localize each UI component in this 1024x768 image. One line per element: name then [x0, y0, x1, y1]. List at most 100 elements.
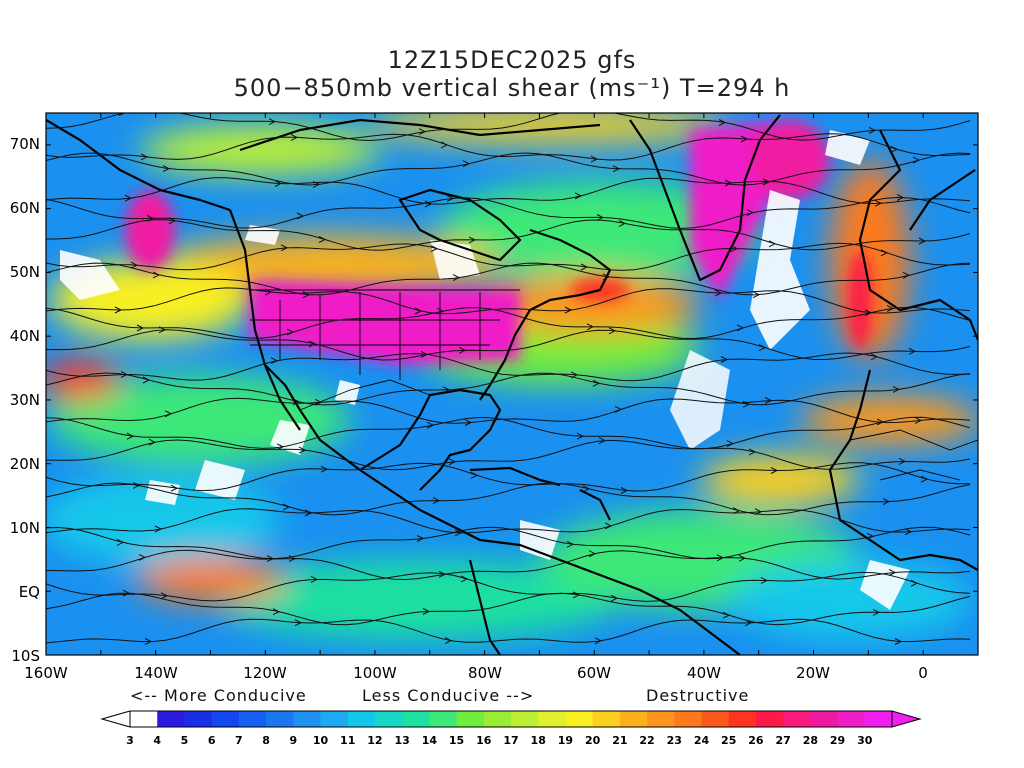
colorbar-cell [456, 711, 485, 727]
wind-streamlines [46, 113, 971, 645]
streamline-arrow-icon [162, 165, 171, 173]
streamline [46, 113, 971, 142]
lon-label: 120W [243, 664, 287, 682]
streamline [46, 152, 971, 186]
streamline-arrow-icon [138, 553, 147, 561]
colorbar: 3 4 5 6 7 8 9 10 11 12 13 14 15 16 17 18 19 20 21 22 23 24 25 2… [100, 710, 922, 747]
streamline-arrow-icon [580, 263, 589, 271]
streamline-arrow-icon [424, 200, 433, 208]
colorbar-cell [538, 711, 566, 727]
colorbar-cell [728, 711, 757, 727]
colorbar-level-label: 17 [503, 734, 518, 747]
chart-title-variable: 500−850mb vertical shear (ms⁻¹) T=294 h [233, 74, 791, 102]
lat-label: 40N [10, 327, 40, 345]
streamline-arrow-icon [894, 638, 903, 645]
streamline-arrow-icon [770, 467, 779, 474]
shear-field [46, 113, 978, 655]
streamline-arrow-icon [872, 608, 881, 616]
streamline-arrow-icon [752, 291, 761, 299]
streamline-arrow-icon [446, 194, 455, 202]
streamline-arrow-icon [144, 638, 153, 645]
streamline-arrow-icon [268, 118, 277, 126]
streamline-arrow-icon [126, 432, 135, 440]
colorbar-cell [511, 711, 539, 727]
streamline-arrow-icon [168, 217, 177, 225]
streamline-arrow-icon [904, 528, 913, 536]
streamline-arrow-icon [422, 608, 431, 615]
lon-label: 0 [918, 664, 928, 682]
colorbar-cell [755, 711, 784, 727]
lat-label: 70N [10, 135, 40, 153]
streamline-arrow-icon [118, 113, 126, 116]
streamline-arrow-icon [912, 156, 921, 164]
streamline-arrow-icon [124, 194, 133, 202]
lon-label: 40W [687, 664, 721, 682]
colorbar-level-label: 19 [558, 734, 573, 747]
streamline-arrow-icon [740, 135, 749, 143]
streamline-arrow-icon [304, 509, 313, 517]
streamline-arrow-icon [754, 508, 763, 516]
streamline-arrow-icon [572, 591, 581, 599]
streamline [46, 219, 971, 251]
streamline-arrow-icon [748, 448, 757, 456]
streamline-arrow-icon [896, 194, 905, 201]
streamline-arrow-icon [154, 525, 163, 533]
streamline-arrow-icon [458, 346, 467, 354]
map-frame [45, 112, 979, 656]
colorbar-cell [701, 711, 730, 727]
streamline-arrow-icon [596, 214, 605, 221]
colorbar-level-label: 29 [830, 734, 845, 747]
colorbar-level-label: 18 [531, 734, 546, 747]
political-boundaries [250, 289, 978, 481]
streamline-arrow-icon [714, 289, 723, 297]
colorbar-cell [238, 711, 267, 727]
streamline-arrow-icon [152, 271, 161, 279]
streamline-arrow-icon [274, 180, 283, 187]
colorbar-level-label: 9 [289, 734, 297, 747]
streamline [46, 177, 971, 205]
streamline-arrow-icon [290, 133, 299, 141]
colorbar-level-label: 30 [857, 734, 873, 747]
streamline-arrow-icon [420, 350, 429, 358]
streamline-arrow-icon [764, 397, 773, 404]
streamline-arrow-icon [282, 503, 291, 511]
colorbar-level-label: 23 [667, 734, 682, 747]
streamline [46, 526, 971, 560]
streamline [46, 508, 971, 534]
streamline-arrow-icon [758, 344, 767, 352]
streamline-arrow-icon [576, 432, 585, 440]
streamline-arrow-icon [130, 261, 139, 269]
colorbar-level-label: 8 [262, 734, 270, 747]
streamline [46, 416, 971, 450]
colorbar-cell [837, 711, 866, 727]
streamline-arrow-icon [296, 212, 305, 220]
streamline-arrow-icon [760, 577, 769, 584]
colorbar-level-label: 13 [394, 734, 409, 747]
colorbar-cell [347, 711, 376, 727]
colorbar-cells [130, 711, 893, 727]
streamline [46, 262, 971, 296]
latitude-axis-labels: 70N 60N 50N 40N 30N 20N 10N EQ 10S [10, 135, 40, 665]
lon-label: 80W [468, 664, 502, 682]
streamline-arrow-icon [264, 288, 273, 296]
streamline-arrow-icon [768, 240, 777, 248]
streamline [46, 439, 971, 471]
streamline-arrow-icon [892, 385, 901, 393]
streamline-arrow-icon [890, 145, 899, 153]
colorbar-level-label: 12 [367, 734, 382, 747]
colorbar-level-label: 16 [476, 734, 492, 747]
streamline-arrow-icon [602, 273, 611, 281]
lon-label: 140W [134, 664, 178, 682]
streamline-arrow-icon [720, 356, 729, 363]
streamline-arrow-icon [726, 440, 735, 448]
streamline [46, 462, 971, 492]
streamline-arrow-icon [604, 522, 613, 530]
streamline-arrow-icon [718, 119, 727, 126]
streamline-arrow-icon [918, 237, 927, 245]
streamline-arrow-icon [730, 245, 739, 253]
lon-label: 100W [353, 664, 397, 682]
lat-label: 30N [10, 391, 40, 409]
streamline-arrow-icon [588, 550, 597, 558]
colorbar-level-label: 7 [235, 734, 243, 747]
